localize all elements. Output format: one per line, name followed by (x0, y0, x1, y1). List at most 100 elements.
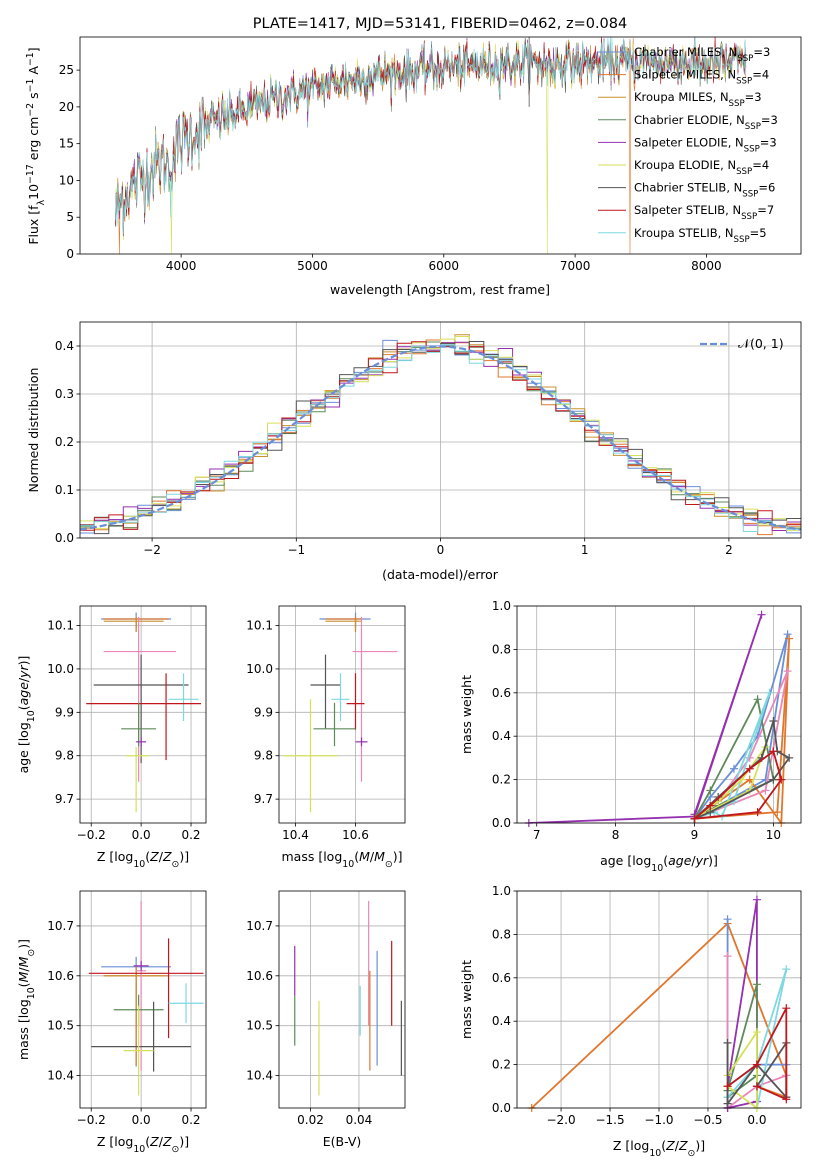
x-tick-label: −1 (287, 543, 305, 557)
y-axis-label: mass weight (459, 675, 474, 754)
weight-marker (757, 610, 766, 619)
weight-marker (752, 1028, 761, 1037)
figure-title: PLATE=1417, MJD=53141, FIBERID=0462, z=0… (253, 16, 627, 32)
y-tick-label: 10.0 (47, 662, 74, 676)
y-tick-label: 9.8 (55, 749, 74, 763)
weight-marker (745, 775, 754, 784)
gaussian-curve (79, 345, 802, 531)
weight-marker (782, 1095, 791, 1104)
x-tick-label: −2 (143, 543, 161, 557)
x-tick-label: 0.02 (297, 1113, 324, 1127)
x-axis-label: E(B-V) (323, 1134, 362, 1149)
weight-marker (723, 1038, 732, 1047)
y-tick-label: 0.0 (55, 531, 74, 545)
axes-frame (79, 890, 207, 1109)
y-axis-label: mass [log10(M/M⊙)] (16, 939, 37, 1060)
x-tick-label: 8 (612, 828, 620, 842)
weight-marker (723, 1082, 732, 1091)
y-tick-label: 0.8 (492, 927, 511, 941)
y-tick-label: 0.2 (55, 435, 74, 449)
y-tick-label: 10.4 (47, 1069, 74, 1083)
y-tick-label: 0.1 (55, 483, 74, 497)
weight-marker (782, 1004, 791, 1013)
weight-marker (752, 980, 761, 989)
weight-marker (729, 764, 738, 773)
weight-line (726, 1029, 758, 1108)
x-tick-label: −1.5 (595, 1113, 624, 1127)
x-tick-label: 0 (437, 543, 445, 557)
y-tick-label: 9.8 (254, 749, 273, 763)
weight-line (726, 1039, 788, 1107)
y-tick-label: 10.6 (246, 969, 273, 983)
x-tick-label: 7 (533, 828, 541, 842)
y-tick-label: 9.9 (55, 705, 74, 719)
y-tick-label: 0.2 (492, 1058, 511, 1072)
weight-marker (769, 747, 778, 756)
y-tick-label: 0.4 (492, 1014, 511, 1028)
x-axis-label: Z [log10(Z/Z⊙)] (97, 849, 189, 870)
weight-marker (783, 630, 792, 639)
legend-label: Kroupa ELODIE, NSSP=4 (634, 158, 769, 177)
x-axis-label: (data-model)/error (382, 567, 499, 582)
x-tick-label: −0.5 (693, 1113, 722, 1127)
y-tick-label: 10.1 (47, 619, 74, 633)
y-tick-label: 0.4 (492, 729, 511, 743)
x-tick-label: 0.0 (747, 1113, 766, 1127)
x-tick-label: 7000 (560, 259, 591, 273)
y-tick-label: 10.4 (246, 1069, 273, 1083)
legend-label: Kroupa STELIB, NSSP=5 (634, 226, 767, 245)
weight-marker (690, 814, 699, 823)
weight-marker (752, 1082, 761, 1091)
weight-marker (753, 808, 762, 817)
x-axis-label: mass [log10(M/M⊙)] (281, 849, 402, 870)
y-tick-label: 1.0 (492, 884, 511, 898)
x-axis-label: Z [log10(Z/Z⊙)] (613, 1138, 705, 1159)
x-tick-label: 10.6 (342, 828, 369, 842)
legend-label: Chabrier STELIB, NSSP=6 (634, 181, 775, 200)
y-tick-label: 0.0 (492, 816, 511, 830)
y-tick-label: 9.9 (254, 705, 273, 719)
legend-label: Salpeter STELIB, NSSP=7 (634, 203, 774, 222)
legend-label: Salpeter MILES, NSSP=4 (634, 68, 769, 87)
y-axis-label: Normed distribution (26, 368, 41, 493)
y-tick-label: 10.5 (246, 1019, 273, 1033)
x-axis-label: wavelength [Angstrom, rest frame] (330, 282, 550, 297)
x-tick-label: 9 (691, 828, 699, 842)
y-tick-label: 0.8 (492, 642, 511, 656)
legend-label: Salpeter ELODIE, NSSP=3 (634, 135, 777, 154)
x-tick-label: 0.0 (132, 1113, 151, 1127)
y-tick-label: 15 (59, 137, 74, 151)
x-tick-label: −1.0 (644, 1113, 673, 1127)
axes-frame (278, 605, 406, 824)
axes-frame (79, 36, 802, 255)
x-axis-label: age [log10(age/yr)] (600, 853, 718, 874)
y-tick-label: 25 (59, 63, 74, 77)
y-tick-label: 10 (59, 173, 74, 187)
y-tick-label: 9.7 (254, 792, 273, 806)
y-axis-label: age [log10(age/yr)] (16, 656, 37, 774)
y-tick-label: 10.7 (246, 919, 273, 933)
legend-label: Chabrier ELODIE, NSSP=3 (634, 113, 778, 132)
weight-marker (706, 786, 715, 795)
x-tick-label: 0.2 (181, 1113, 200, 1127)
y-tick-label: 20 (59, 100, 74, 114)
x-tick-label: 0.0 (132, 828, 151, 842)
weight-marker (765, 688, 774, 697)
weight-marker (769, 775, 778, 784)
x-tick-label: 4000 (166, 259, 197, 273)
x-axis-label: Z [log10(Z/Z⊙)] (97, 1134, 189, 1155)
weight-marker (723, 1099, 732, 1108)
x-tick-label: −0.2 (77, 828, 106, 842)
weight-marker (753, 695, 762, 704)
y-tick-label: 0.6 (492, 971, 511, 985)
weight-marker (782, 965, 791, 974)
x-tick-label: 1 (581, 543, 589, 557)
weight-line (693, 746, 767, 820)
weight-marker (773, 808, 782, 817)
x-tick-label: 0.2 (181, 828, 200, 842)
y-tick-label: 10.5 (47, 1019, 74, 1033)
weight-marker (745, 764, 754, 773)
x-tick-label: 8000 (691, 259, 722, 273)
y-tick-label: 0.3 (55, 387, 74, 401)
